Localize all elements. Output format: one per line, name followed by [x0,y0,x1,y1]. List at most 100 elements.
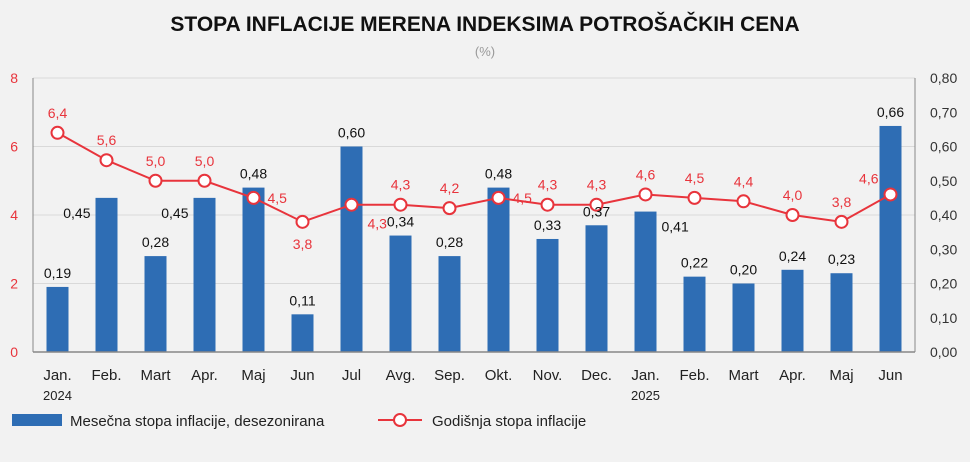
line-point [834,214,849,229]
line-point [589,197,604,212]
y-right-tick-label: 0,00 [930,344,957,360]
legend: Mesečna stopa inflacije, desezonirana Go… [12,413,586,430]
bar [830,273,853,352]
line-point [687,190,702,205]
bar-value-label: 0,24 [779,248,806,264]
y-right-tick-label: 0,50 [930,173,957,189]
x-tick-label: Jun [290,367,314,384]
y-left-tick-label: 8 [10,70,18,86]
line-point [442,201,457,216]
y-right-tick-label: 0,70 [930,104,957,120]
line-value-label: 4,6 [636,166,656,182]
bar [144,256,167,352]
line-value-label: 4,6 [859,170,879,186]
legend-line-marker [393,413,407,427]
x-tick-label: Mart [141,367,172,384]
line-value-label: 4,2 [440,180,460,196]
bar-value-label: 0,28 [436,234,463,250]
bar [242,187,265,352]
bar-value-label: 0,45 [63,205,90,221]
bar-value-label: 0,22 [681,255,708,271]
line-point [638,187,653,202]
y-right-tick-label: 0,40 [930,207,957,223]
bar [193,197,216,352]
bar [879,125,902,352]
bar [732,283,755,352]
year-label: 2024 [43,388,72,403]
y-right-tick-label: 0,80 [930,70,957,86]
line-value-label: 5,0 [195,153,215,169]
y-right-tick-label: 0,10 [930,310,957,326]
line-path [57,131,891,223]
line-point [148,173,163,188]
line-value-label: 4,3 [587,177,607,193]
line-value-label: 4,5 [268,190,288,206]
line-value-label: 4,0 [783,187,803,203]
legend-line-label: Godišnja stopa inflacije [432,413,586,430]
y-left-tick-label: 6 [10,139,18,155]
axes: 0 2 4 6 8 0,00 0,10 0,20 0,30 0,40 0,50 0,60 0,70 0,8… [10,70,957,403]
line-value-label: 3,8 [293,236,313,252]
x-tick-label: Maj [829,367,853,384]
line-value-label: 5,0 [146,153,166,169]
line-value-label: 4,3 [391,177,411,193]
line-value-label: 5,6 [97,132,117,148]
line-point [785,208,800,222]
x-tick-label: Sep. [434,367,465,384]
line-point [736,194,751,209]
bar [487,187,510,352]
data-labels: 0,19 0,45 0,28 0,45 0,48 0,11 0,60 0,34 0,28 0,48… [44,104,904,308]
bar [438,256,461,352]
bar [536,238,559,352]
bar-value-label: 0,11 [289,292,315,308]
y-left-tick-label: 0 [10,344,18,360]
line-point [50,125,65,140]
bar-value-label: 0,41 [662,219,689,235]
line-value-label: 6,4 [48,105,68,121]
chart-subtitle: (%) [475,44,495,59]
line-point [393,197,408,212]
y-right-tick-label: 0,20 [930,276,957,292]
bar [340,146,363,352]
line-series [50,125,898,229]
line-value-label: 4,5 [685,170,705,186]
legend-bar-swatch [12,414,62,426]
legend-bar-label: Mesečna stopa inflacije, desezonirana [70,413,325,430]
y-right-tick-label: 0,60 [930,139,957,155]
x-tick-label: Mart [729,367,760,384]
bar-value-label: 0,45 [161,205,188,221]
line-value-label: 4,3 [538,177,558,193]
x-tick-label: Maj [241,367,265,384]
bar-value-label: 0,60 [338,125,365,141]
line-value-label: 4,3 [368,216,388,232]
y-left-tick-label: 2 [10,276,18,292]
bar-value-label: 0,19 [44,265,71,281]
line-point [344,197,359,212]
chart-title: STOPA INFLACIJE MERENA INDEKSIMA POTROŠA… [170,12,799,36]
x-tick-label: Apr. [779,367,806,384]
bar [683,276,706,352]
bar-value-label: 0,33 [534,217,561,233]
bar-value-label: 0,48 [240,166,267,182]
bar-value-label: 0,28 [142,234,169,250]
bar [291,314,314,352]
line-point [99,153,114,168]
line-point [883,187,898,202]
line-value-label: 4,5 [513,190,533,206]
bar-value-label: 0,34 [387,214,414,230]
line-value-label: 4,4 [734,173,754,189]
bar-value-label: 0,48 [485,166,512,182]
x-tick-label: Avg. [386,367,416,384]
x-tick-label: Jan. [43,367,71,384]
bar [634,211,657,352]
x-tick-label: Nov. [533,367,563,384]
x-tick-label: Feb. [91,367,121,384]
line-point [246,190,261,205]
line-point [491,190,506,205]
x-tick-label: Jun [878,367,902,384]
bar-value-label: 0,20 [730,262,757,278]
x-tick-label: Jul [342,367,361,384]
line-value-label: 3,8 [832,194,852,210]
bar [781,269,804,352]
